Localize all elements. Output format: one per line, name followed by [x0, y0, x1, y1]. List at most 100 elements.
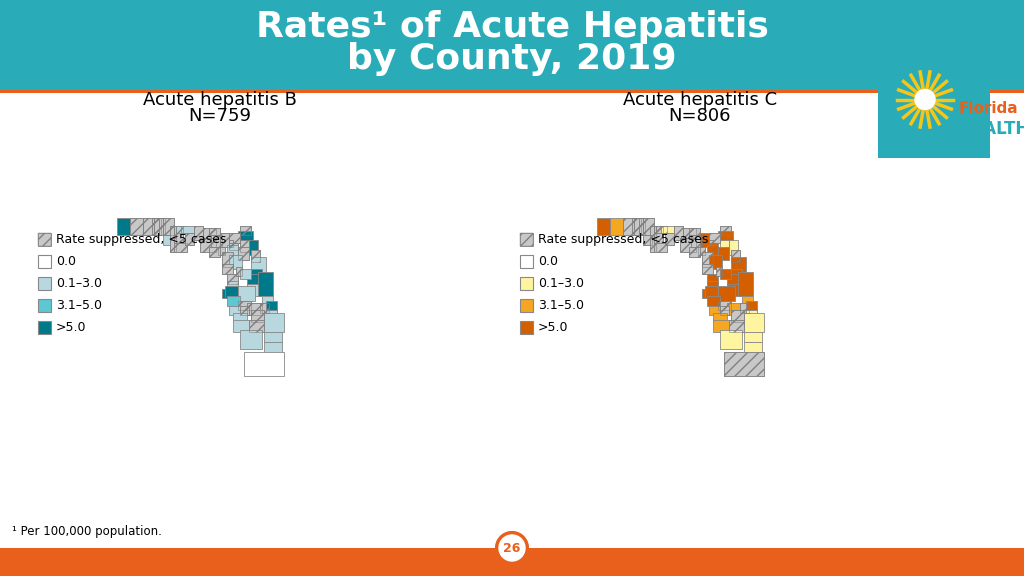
Text: Acute hepatitis B: Acute hepatitis B: [143, 91, 297, 109]
Polygon shape: [718, 301, 731, 310]
Polygon shape: [194, 226, 203, 240]
Polygon shape: [264, 313, 284, 332]
Bar: [38, 277, 51, 290]
Text: Rates¹ of Acute Hepatitis: Rates¹ of Acute Hepatitis: [256, 10, 768, 44]
Text: by County, 2019: by County, 2019: [347, 42, 677, 76]
Polygon shape: [727, 284, 742, 296]
Polygon shape: [720, 240, 729, 252]
Polygon shape: [689, 228, 700, 236]
Polygon shape: [176, 226, 187, 233]
Circle shape: [496, 532, 528, 564]
Polygon shape: [718, 230, 733, 242]
Polygon shape: [222, 264, 233, 274]
Polygon shape: [130, 218, 143, 236]
Polygon shape: [203, 228, 216, 238]
Polygon shape: [702, 252, 714, 267]
Bar: [520, 277, 534, 290]
Polygon shape: [143, 218, 155, 236]
Polygon shape: [264, 332, 282, 342]
Polygon shape: [727, 303, 742, 315]
Polygon shape: [247, 284, 262, 296]
Text: >5.0: >5.0: [538, 321, 568, 334]
Polygon shape: [718, 248, 729, 260]
Polygon shape: [264, 342, 282, 361]
Polygon shape: [251, 257, 266, 272]
Polygon shape: [170, 226, 176, 238]
Polygon shape: [654, 242, 668, 252]
Text: Florida: Florida: [958, 101, 1018, 116]
Polygon shape: [643, 236, 652, 245]
Polygon shape: [643, 218, 654, 236]
Polygon shape: [238, 286, 255, 301]
Polygon shape: [649, 238, 656, 252]
Polygon shape: [238, 301, 251, 310]
Polygon shape: [226, 274, 238, 284]
Polygon shape: [680, 238, 695, 252]
Polygon shape: [163, 236, 172, 245]
Polygon shape: [720, 269, 731, 279]
Bar: [38, 233, 51, 246]
Bar: [38, 233, 51, 246]
Polygon shape: [714, 320, 731, 332]
Polygon shape: [632, 218, 641, 236]
Bar: [0, 548, 1024, 576]
Text: 0.1–3.0: 0.1–3.0: [56, 277, 102, 290]
Polygon shape: [251, 250, 260, 262]
Polygon shape: [727, 274, 742, 286]
Polygon shape: [739, 303, 749, 313]
Polygon shape: [731, 269, 742, 276]
Polygon shape: [201, 238, 216, 252]
Polygon shape: [674, 226, 683, 240]
Polygon shape: [152, 218, 161, 236]
Polygon shape: [737, 272, 753, 296]
Polygon shape: [709, 305, 720, 315]
Polygon shape: [716, 267, 722, 276]
Polygon shape: [649, 226, 656, 238]
Polygon shape: [220, 233, 229, 248]
Polygon shape: [260, 303, 268, 313]
Bar: [38, 255, 51, 268]
Polygon shape: [226, 281, 238, 291]
Polygon shape: [266, 310, 278, 323]
Polygon shape: [258, 272, 273, 296]
Polygon shape: [247, 274, 262, 286]
Polygon shape: [720, 305, 729, 315]
Polygon shape: [698, 248, 705, 255]
Polygon shape: [744, 342, 762, 361]
Polygon shape: [170, 238, 176, 252]
Polygon shape: [163, 218, 174, 236]
Text: 0.0: 0.0: [56, 255, 76, 268]
Polygon shape: [746, 310, 758, 323]
Bar: [0, 0, 1024, 90]
Polygon shape: [702, 289, 709, 298]
Text: N=806: N=806: [669, 107, 731, 125]
Polygon shape: [117, 218, 130, 236]
Text: >5.0: >5.0: [56, 321, 86, 334]
Polygon shape: [707, 281, 718, 291]
Text: 3.1–5.0: 3.1–5.0: [538, 299, 584, 312]
Text: Rate suppressed, <5 cases: Rate suppressed, <5 cases: [56, 233, 226, 246]
Polygon shape: [209, 228, 220, 236]
Polygon shape: [731, 250, 739, 262]
Polygon shape: [251, 310, 264, 323]
Polygon shape: [731, 310, 744, 323]
Polygon shape: [597, 218, 610, 236]
Polygon shape: [249, 240, 258, 255]
Polygon shape: [209, 248, 220, 257]
Polygon shape: [709, 242, 718, 250]
Polygon shape: [240, 226, 251, 236]
Polygon shape: [174, 226, 183, 242]
Polygon shape: [705, 286, 718, 298]
Polygon shape: [709, 233, 720, 242]
Text: 0.0: 0.0: [538, 255, 558, 268]
Text: N=759: N=759: [188, 107, 252, 125]
Polygon shape: [720, 226, 731, 236]
Polygon shape: [174, 242, 187, 252]
Polygon shape: [689, 248, 700, 257]
Polygon shape: [654, 226, 663, 242]
Polygon shape: [718, 286, 735, 301]
Polygon shape: [709, 255, 722, 269]
Polygon shape: [180, 226, 194, 233]
Bar: [878, 68, 990, 158]
Polygon shape: [240, 329, 262, 349]
